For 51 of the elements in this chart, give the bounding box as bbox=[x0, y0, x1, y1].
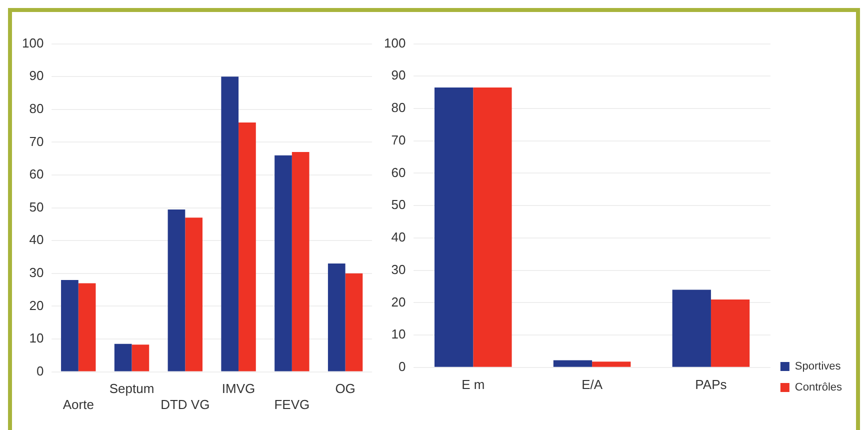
bar bbox=[553, 360, 592, 367]
bar bbox=[434, 87, 474, 367]
x-tick-label: PAPs bbox=[695, 376, 728, 392]
x-tick-label: E/A bbox=[582, 376, 603, 392]
y-tick-label: 10 bbox=[391, 326, 406, 342]
bar bbox=[185, 218, 203, 372]
legend-label: Contrôles bbox=[794, 382, 842, 394]
y-tick-label: 30 bbox=[391, 262, 406, 277]
y-tick-label: 50 bbox=[391, 197, 406, 212]
y-tick-label: 40 bbox=[391, 230, 406, 245]
bar bbox=[672, 290, 711, 367]
y-tick-label: 30 bbox=[29, 264, 44, 280]
bar bbox=[592, 362, 631, 367]
y-tick-label: 20 bbox=[29, 298, 44, 313]
bar bbox=[114, 344, 132, 372]
y-tick-label: 80 bbox=[391, 100, 406, 116]
bar bbox=[61, 280, 78, 372]
bar bbox=[274, 155, 292, 372]
bar bbox=[238, 122, 256, 372]
y-tick-label: 50 bbox=[29, 199, 44, 214]
x-tick-label: E m bbox=[462, 376, 485, 392]
bar bbox=[292, 152, 310, 372]
y-tick-label: 0 bbox=[36, 363, 44, 378]
y-tick-label: 10 bbox=[29, 330, 44, 346]
x-tick-label: Aorte bbox=[62, 396, 94, 412]
y-tick-label: 100 bbox=[22, 35, 44, 50]
bar bbox=[168, 209, 186, 372]
x-tick-label: FEVG bbox=[274, 396, 310, 412]
y-tick-label: 100 bbox=[384, 35, 406, 50]
y-tick-label: 70 bbox=[29, 134, 44, 149]
y-tick-label: 60 bbox=[391, 164, 406, 180]
bar bbox=[710, 299, 750, 367]
legend-label: Sportives bbox=[794, 360, 842, 373]
bar bbox=[78, 283, 96, 372]
y-tick-label: 20 bbox=[391, 294, 406, 310]
bar bbox=[345, 273, 363, 372]
y-tick-label: 90 bbox=[391, 68, 406, 83]
bar bbox=[132, 344, 150, 372]
x-tick-label: OG bbox=[335, 381, 356, 396]
y-tick-label: 60 bbox=[29, 166, 44, 182]
y-tick-label: 80 bbox=[29, 100, 44, 116]
y-tick-label: 40 bbox=[29, 232, 44, 248]
bar bbox=[473, 87, 512, 367]
bar bbox=[328, 264, 346, 372]
y-tick-label: 0 bbox=[398, 358, 406, 374]
x-tick-label: DTD VG bbox=[160, 396, 210, 412]
y-tick-label: 90 bbox=[29, 68, 44, 84]
x-tick-label: Septum bbox=[109, 381, 154, 396]
bar bbox=[221, 76, 239, 372]
x-tick-label: IMVG bbox=[222, 381, 256, 396]
y-tick-label: 70 bbox=[391, 132, 406, 148]
